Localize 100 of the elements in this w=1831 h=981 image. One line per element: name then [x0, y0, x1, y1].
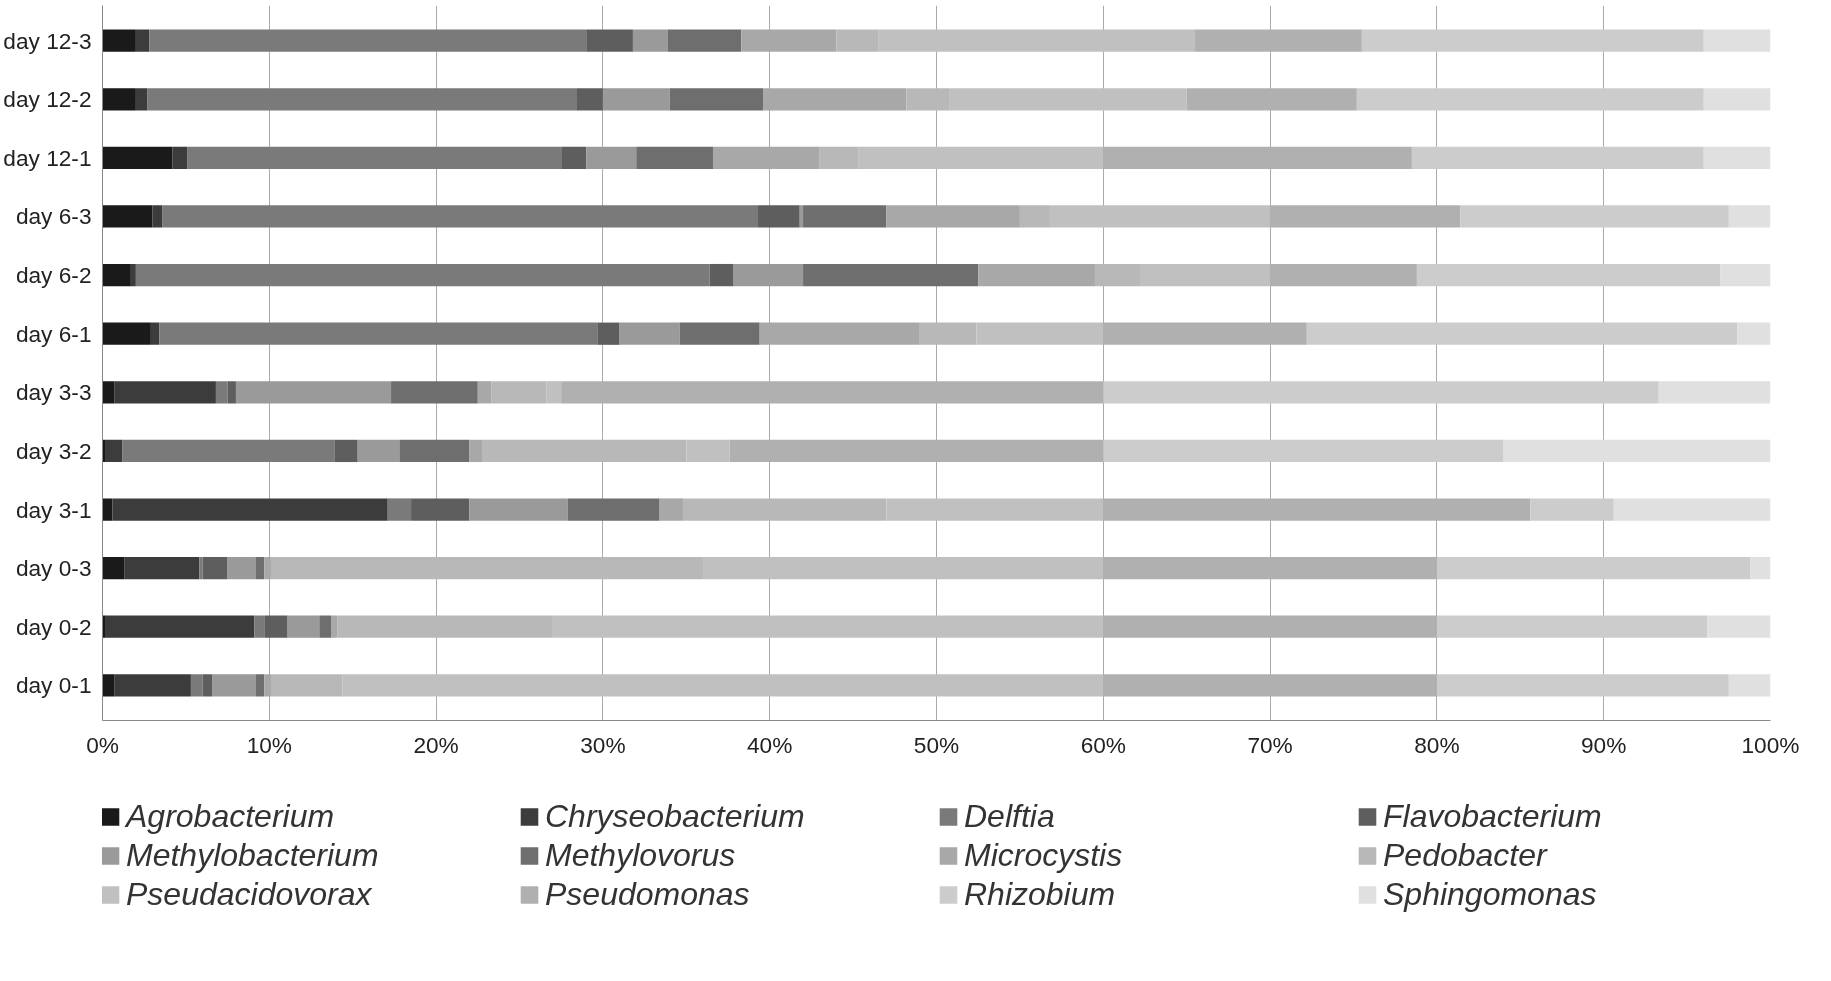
bar [319, 615, 332, 638]
bar [1270, 205, 1461, 228]
y-tick-label: day 12-2 [3, 86, 92, 113]
y-tick-label: day 6-2 [15, 262, 92, 289]
bar [1103, 381, 1659, 404]
y-tick-label: day 0-1 [15, 672, 92, 699]
x-tick-label: 40% [747, 731, 793, 758]
bar [255, 556, 265, 580]
x-tick-label: 30% [580, 731, 626, 758]
legend-label: Pseudacidovorax [126, 875, 373, 913]
bar [469, 498, 568, 521]
bar [1411, 146, 1704, 170]
x-tick-label: 50% [913, 731, 960, 758]
bar [135, 88, 148, 111]
bar [758, 205, 800, 228]
bar [1103, 556, 1437, 580]
bar [978, 263, 1095, 287]
bar [102, 674, 115, 697]
bar [712, 146, 820, 170]
y-tick-label: day 0-2 [15, 613, 92, 640]
bar [659, 498, 683, 521]
legend-label: Microcystis [964, 836, 1124, 874]
legend-label: Methylobacterium [126, 836, 380, 874]
bar [102, 88, 136, 111]
bar [729, 439, 1104, 463]
bar [162, 205, 759, 228]
bar [1103, 498, 1531, 521]
bar [586, 29, 633, 52]
bar [561, 146, 587, 170]
bar [803, 263, 979, 287]
bar [122, 439, 335, 463]
bar [733, 263, 804, 287]
bar [597, 322, 620, 345]
bar [1737, 322, 1771, 345]
legend-label: Agrobacterium [126, 797, 336, 835]
bar [135, 263, 710, 287]
bar [357, 439, 400, 463]
bar [1613, 498, 1771, 521]
x-tick-label: 90% [1581, 731, 1627, 758]
bar [1503, 439, 1771, 463]
bar [1728, 205, 1771, 228]
bar [114, 381, 216, 404]
bar [636, 146, 713, 170]
x-tick-label: 70% [1247, 731, 1293, 758]
bar [105, 615, 255, 638]
bar [799, 205, 804, 228]
bar [387, 498, 412, 521]
bar [1750, 556, 1771, 580]
x-tick-label: 10% [246, 731, 292, 758]
bar [124, 556, 200, 580]
bar [105, 439, 123, 463]
bar [1416, 263, 1721, 287]
bar [135, 29, 150, 52]
bar [152, 205, 163, 228]
bar [709, 263, 733, 287]
bar [763, 88, 907, 111]
bar [1436, 615, 1708, 638]
bar [1720, 263, 1771, 287]
bar [159, 322, 598, 345]
legend-label: Delftia [964, 797, 1056, 835]
bar [199, 556, 203, 580]
bar [102, 498, 113, 521]
bar [477, 381, 492, 404]
x-tick-label: 80% [1414, 731, 1460, 758]
y-tick-label: day 12-3 [3, 27, 92, 54]
bar [102, 556, 125, 580]
bar [114, 674, 191, 697]
legend-label: Flavobacterium [1383, 797, 1603, 835]
bar [190, 674, 203, 697]
bar [235, 381, 392, 404]
bar [102, 205, 153, 228]
x-tick-label: 20% [413, 731, 459, 758]
bar [1707, 615, 1771, 638]
bar [1103, 674, 1437, 697]
bar [227, 381, 236, 404]
bar [1356, 88, 1704, 111]
bar [669, 88, 764, 111]
bar [469, 439, 483, 463]
bar [1530, 498, 1614, 521]
bar [150, 322, 160, 345]
y-tick-label: day 6-1 [15, 320, 92, 347]
bar [1703, 29, 1771, 52]
legend-label: Pseudomonas [545, 875, 751, 913]
legend-label: Rhizobium [964, 875, 1117, 913]
bar [1103, 146, 1412, 170]
bar [102, 322, 151, 345]
y-tick-label: day 3-3 [15, 379, 92, 406]
bar [102, 381, 115, 404]
bar [1306, 322, 1738, 345]
bar [202, 674, 213, 697]
bar [172, 146, 188, 170]
bar [102, 146, 173, 170]
bar [287, 615, 320, 638]
bar [619, 322, 680, 345]
bar [567, 498, 660, 521]
legend-label: Chryseobacterium [545, 797, 806, 835]
bar [886, 205, 1020, 228]
bar [1703, 146, 1771, 170]
bar [391, 381, 478, 404]
bar [1103, 439, 1504, 463]
